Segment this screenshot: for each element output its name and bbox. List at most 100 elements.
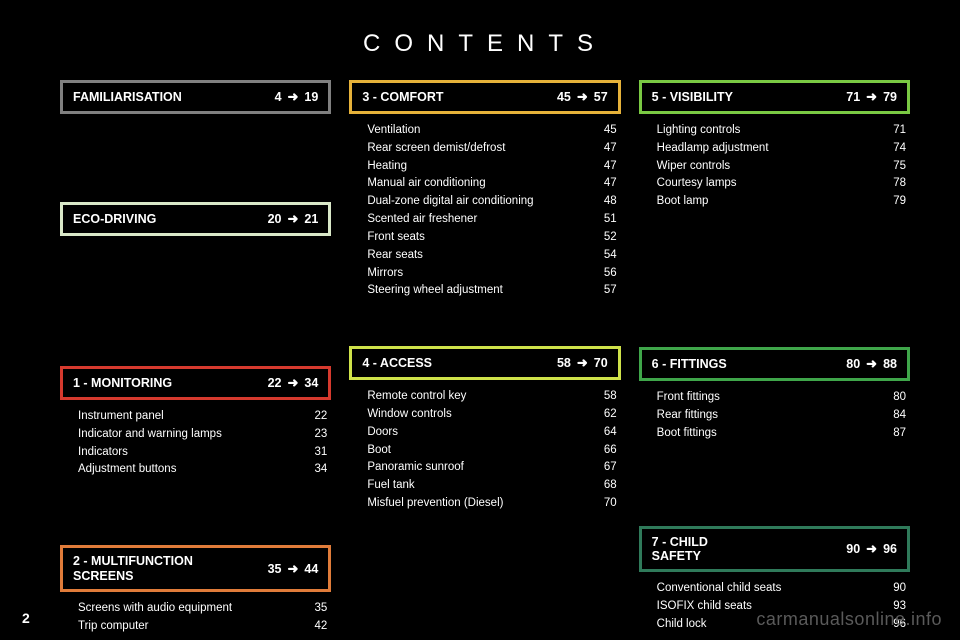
- toc-entry-page: 52: [595, 229, 617, 247]
- arrow-icon: ➜: [866, 89, 877, 105]
- section-header-fittings: 6 - FITTINGS80➜88: [639, 347, 910, 381]
- toc-entry: Boot fittings87: [657, 425, 906, 443]
- section-fittings: 6 - FITTINGS80➜88Front fittings80Rear fi…: [639, 347, 910, 442]
- toc-entry-page: 47: [595, 140, 617, 158]
- section-title: 1 - MONITORING: [73, 376, 172, 390]
- toc-entry-page: 23: [305, 426, 327, 444]
- columns-container: FAMILIARISATION 4 ➜ 19 ECO-DRIVING 20 ➜ 21 1 - M…: [60, 80, 910, 640]
- range-to: 19: [304, 90, 318, 104]
- spacer: [60, 497, 331, 545]
- toc-entry: Screens with audio equipment35: [78, 600, 327, 618]
- toc-entry-page: 58: [595, 388, 617, 406]
- range-from: 58: [557, 356, 571, 370]
- section-title: ECO-DRIVING: [73, 212, 156, 226]
- range-from: 20: [268, 212, 282, 226]
- toc-entry: Steering wheel adjustment57: [367, 282, 616, 300]
- toc-entry-page: 87: [884, 425, 906, 443]
- section-header-familiarisation: FAMILIARISATION 4 ➜ 19: [60, 80, 331, 114]
- spacer: [60, 132, 331, 202]
- toc-entry-page: 47: [595, 158, 617, 176]
- column-1: FAMILIARISATION 4 ➜ 19 ECO-DRIVING 20 ➜ 21 1 - M…: [60, 80, 331, 640]
- toc-entry-label: Screens with audio equipment: [78, 600, 305, 618]
- toc-entry-label: Indicator and warning lamps: [78, 426, 305, 444]
- toc-entry: Boot lamp79: [657, 193, 906, 211]
- arrow-icon: ➜: [288, 561, 299, 577]
- toc-entry-label: Lighting controls: [657, 122, 884, 140]
- range-to: 79: [883, 90, 897, 104]
- toc-entry: Conventional child seats90: [657, 580, 906, 598]
- section-entries: Instrument panel22Indicator and warning …: [60, 400, 331, 479]
- toc-entry-label: Ventilation: [367, 122, 594, 140]
- section-entries: Front fittings80Rear fittings84Boot fitt…: [639, 381, 910, 442]
- section-eco: ECO-DRIVING 20 ➜ 21: [60, 202, 331, 236]
- toc-entry-label: Misfuel prevention (Diesel): [367, 495, 594, 513]
- section-entries: Lighting controls71Headlamp adjustment74…: [639, 114, 910, 211]
- toc-entry-label: Panoramic sunroof: [367, 459, 594, 477]
- toc-entry-page: 70: [595, 495, 617, 513]
- toc-entry-page: 47: [595, 175, 617, 193]
- section-multifunction: 2 - MULTIFUNCTION SCREENS35➜44Screens wi…: [60, 545, 331, 635]
- section-header-eco: ECO-DRIVING 20 ➜ 21: [60, 202, 331, 236]
- toc-entry-label: Wiper controls: [657, 158, 884, 176]
- toc-entry-page: 84: [884, 407, 906, 425]
- toc-entry: Window controls62: [367, 406, 616, 424]
- arrow-icon: ➜: [288, 375, 299, 391]
- range-to: 21: [304, 212, 318, 226]
- contents-page: CONTENTS FAMILIARISATION4➜19ECO-DRIVING2…: [0, 0, 960, 640]
- toc-entry: Fuel tank68: [367, 477, 616, 495]
- column-2: 3 - COMFORT45➜57Ventilation45Rear screen…: [349, 80, 620, 640]
- toc-entry: Trip computer42: [78, 618, 327, 636]
- spacer: [639, 229, 910, 347]
- arrow-icon: ➜: [288, 89, 299, 105]
- range-from: 4: [275, 90, 282, 104]
- spacer: [639, 461, 910, 526]
- toc-entry-label: Fuel tank: [367, 477, 594, 495]
- range-to: 34: [304, 376, 318, 390]
- range-to: 70: [594, 356, 608, 370]
- section-range: 4 ➜ 19: [275, 89, 319, 105]
- toc-entry-page: 56: [595, 265, 617, 283]
- section-entries: Screens with audio equipment35Trip compu…: [60, 592, 331, 636]
- range-from: 22: [268, 376, 282, 390]
- toc-entry-page: 78: [884, 175, 906, 193]
- toc-entry-page: 79: [884, 193, 906, 211]
- toc-entry-page: 51: [595, 211, 617, 229]
- toc-entry: Courtesy lamps78: [657, 175, 906, 193]
- range-from: 90: [846, 542, 860, 556]
- range-to: 88: [883, 357, 897, 371]
- section-range: 71 ➜ 79: [846, 89, 897, 105]
- range-from: 45: [557, 90, 571, 104]
- section-range: 58➜70: [557, 355, 608, 371]
- section-header-monitoring: 1 - MONITORING 22 ➜ 34: [60, 366, 331, 400]
- toc-entry: Lighting controls71: [657, 122, 906, 140]
- section-title: 4 - ACCESS: [362, 356, 432, 370]
- section-entries: Remote control key58Window controls62Doo…: [349, 380, 620, 513]
- section-header-comfort: 3 - COMFORT45➜57: [349, 80, 620, 114]
- range-to: 57: [594, 90, 608, 104]
- section-visibility: 5 - VISIBILITY71➜79Lighting controls71He…: [639, 80, 910, 211]
- arrow-icon: ➜: [288, 211, 299, 227]
- section-title: FAMILIARISATION: [73, 90, 182, 104]
- toc-entry-label: Indicators: [78, 444, 305, 462]
- section-header-child: 7 - CHILD SAFETY90➜96: [639, 526, 910, 573]
- section-familiarisation: FAMILIARISATION 4 ➜ 19: [60, 80, 331, 114]
- toc-entry-label: Manual air conditioning: [367, 175, 594, 193]
- toc-entry-label: Adjustment buttons: [78, 461, 305, 479]
- toc-entry: Indicators31: [78, 444, 327, 462]
- section-title: 6 - FITTINGS: [652, 357, 727, 371]
- toc-entry-page: 66: [595, 442, 617, 460]
- toc-entry-page: 35: [305, 600, 327, 618]
- toc-entry-page: 48: [595, 193, 617, 211]
- toc-entry: Rear seats54: [367, 247, 616, 265]
- range-from: 71: [846, 90, 860, 104]
- toc-entry-page: 75: [884, 158, 906, 176]
- toc-entry-label: Boot: [367, 442, 594, 460]
- arrow-icon: ➜: [866, 541, 877, 557]
- toc-entry-label: Front fittings: [657, 389, 884, 407]
- toc-entry-label: Window controls: [367, 406, 594, 424]
- toc-entry-label: Dual-zone digital air conditioning: [367, 193, 594, 211]
- toc-entry-label: Conventional child seats: [657, 580, 884, 598]
- section-range: 90➜96: [846, 541, 897, 557]
- toc-entry: Scented air freshener51: [367, 211, 616, 229]
- spacer: [349, 318, 620, 346]
